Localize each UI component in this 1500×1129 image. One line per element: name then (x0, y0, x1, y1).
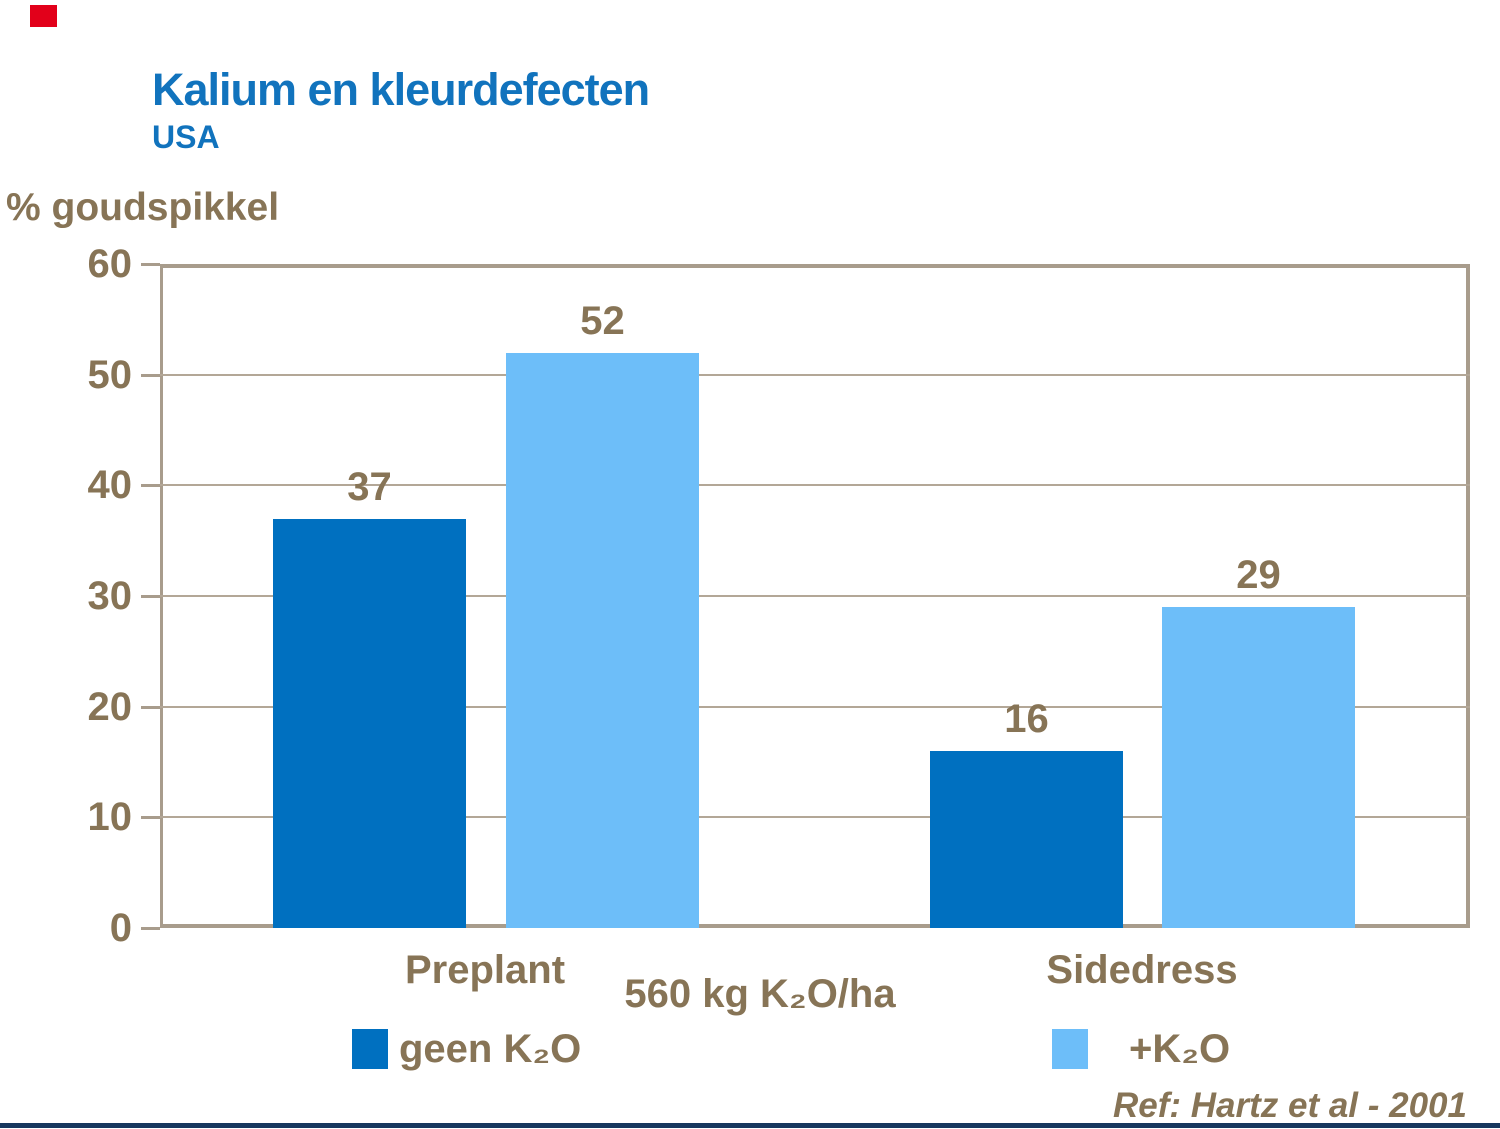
y-tick-label-20: 20 (87, 684, 133, 729)
y-tick-label-30: 30 (87, 574, 133, 618)
gridline-40 (160, 484, 1470, 487)
x-axis-note: 560 kg K₂O/ha (624, 972, 896, 1016)
bar-value-label: 37 (347, 464, 392, 509)
gridline-30 (160, 595, 1470, 597)
legend-label-geen-k2o: geen K₂O (399, 1027, 582, 1071)
y-tick-label-10: 10 (87, 795, 133, 840)
corner-red-square (30, 5, 57, 27)
gridline-50 (160, 373, 1470, 376)
legend-swatch-geen-k2o (352, 1029, 388, 1069)
y-tick-mark-10 (141, 816, 160, 820)
bar-value-label: 16 (1004, 696, 1049, 741)
slide-title: Kalium en kleurdefecten (152, 64, 650, 115)
category-label-preplant: Preplant (404, 948, 566, 992)
y-tick-label-0: 0 (109, 906, 132, 950)
y-tick-label-50: 50 (87, 352, 133, 397)
legend-label-plus-k2o: +K₂O (1129, 1027, 1231, 1071)
slide-subtitle: USA (152, 119, 220, 155)
gridline-10 (160, 816, 1470, 819)
gridline-20 (160, 705, 1470, 708)
bar-preplant-series0 (273, 518, 466, 928)
y-tick-mark-30 (141, 595, 160, 598)
y-tick-label-60: 60 (87, 242, 133, 286)
bar-value-label: 52 (580, 298, 625, 343)
bar-sidedress-series1 (1162, 607, 1355, 928)
footer-bar (0, 1123, 1500, 1128)
bar-preplant-series1 (506, 352, 699, 928)
y-axis-title: % goudspikkel (6, 186, 280, 229)
y-tick-label-40: 40 (87, 463, 133, 508)
y-tick-mark-40 (141, 484, 160, 488)
bar-value-label: 29 (1236, 553, 1281, 598)
y-tick-mark-60 (141, 263, 160, 266)
bar-sidedress-series0 (930, 750, 1123, 928)
y-tick-mark-50 (141, 373, 160, 377)
y-tick-mark-0 (141, 927, 160, 930)
legend-swatch-plus-k2o (1052, 1029, 1088, 1069)
category-label-sidedress: Sidedress (1046, 948, 1238, 992)
y-tick-mark-20 (141, 705, 160, 709)
reference-note: Ref: Hartz et al - 2001 (1112, 1086, 1467, 1125)
